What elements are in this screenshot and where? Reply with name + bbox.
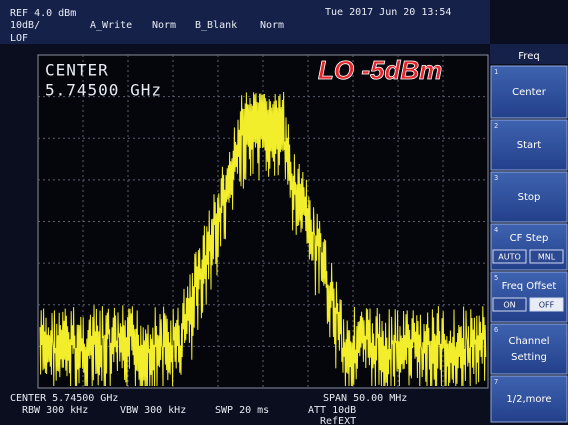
option-label: AUTO xyxy=(498,253,521,262)
softkey-label: Stop xyxy=(518,192,541,203)
softkey-label: Channel xyxy=(508,336,549,347)
softkey-label: CF Step xyxy=(510,233,549,244)
trace-a-mode: Norm xyxy=(152,20,176,31)
footer-vbw: VBW 300 kHz xyxy=(120,405,186,416)
softkey-number: 1 xyxy=(494,68,498,76)
softkey-number: 7 xyxy=(494,378,498,386)
softkey[interactable] xyxy=(491,272,567,322)
ref-level: REF 4.0 dBm xyxy=(10,8,76,19)
center-value: 5.74500 GHz xyxy=(45,81,162,100)
datetime: Tue 2017 Jun 20 13:54 xyxy=(325,7,451,18)
softkey[interactable] xyxy=(491,324,567,374)
footer-swp: SWP 20 ms xyxy=(215,405,269,416)
softkey-number: 2 xyxy=(494,122,498,130)
option-label: ON xyxy=(503,301,515,310)
footer-center: CENTER 5.74500 GHz xyxy=(10,393,118,404)
trace-b: B_Blank xyxy=(195,20,237,31)
lof: LOF xyxy=(10,33,28,44)
softkey-label: 1/2,more xyxy=(506,394,551,405)
scale: 10dB/ xyxy=(10,20,40,31)
softkey-number: 3 xyxy=(494,174,498,182)
softkey-number: 5 xyxy=(494,274,498,282)
center-label: CENTER xyxy=(45,61,109,80)
footer-rbw: RBW 300 kHz xyxy=(22,405,88,416)
option-label: MNL xyxy=(538,253,556,262)
softkey-number: 6 xyxy=(494,326,498,334)
trace-a: A_Write xyxy=(90,20,132,31)
softkey-label: Start xyxy=(517,140,542,151)
trace-b-mode: Norm xyxy=(260,20,284,31)
analyzer-screen: Tue 2017 Jun 20 13:54 REF 4.0 dBm 10dB/ … xyxy=(0,0,568,425)
option-label: OFF xyxy=(539,301,555,310)
menu-title: Freq xyxy=(518,51,539,62)
softkey-label: Setting xyxy=(511,352,547,363)
footer-ref: RefEXT xyxy=(320,416,356,425)
softkey-label: Center xyxy=(512,87,547,98)
annotation: LO -5dBm xyxy=(318,55,442,85)
softkey-number: 4 xyxy=(494,226,498,234)
softkey-label: Freq Offset xyxy=(502,281,557,292)
footer-att: ATT 10dB xyxy=(308,405,356,416)
footer-span: SPAN 50.00 MHz xyxy=(323,393,407,404)
